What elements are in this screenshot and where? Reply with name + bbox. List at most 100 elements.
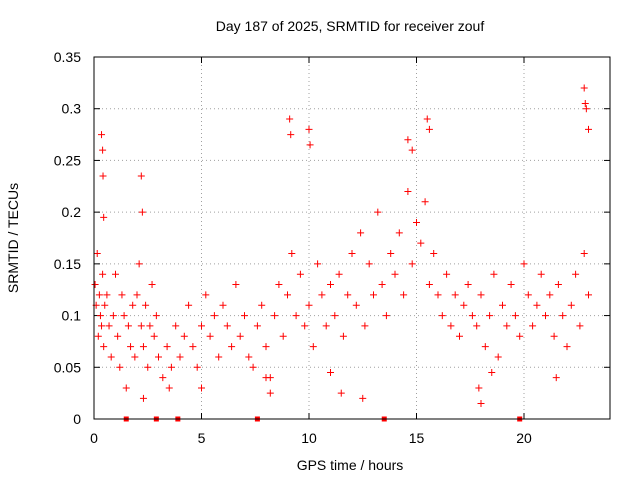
data-point bbox=[223, 322, 231, 330]
data-point bbox=[359, 394, 367, 402]
chart-title: Day 187 of 2025, SRMTID for receiver zou… bbox=[216, 18, 485, 34]
x-tick-label: 15 bbox=[409, 430, 425, 446]
data-point bbox=[98, 131, 106, 139]
data-point bbox=[404, 136, 412, 144]
y-tick-label: 0.2 bbox=[62, 204, 82, 220]
data-point bbox=[193, 363, 201, 371]
data-point bbox=[180, 332, 188, 340]
y-tick-label: 0.05 bbox=[54, 359, 81, 375]
data-point bbox=[228, 343, 236, 351]
data-point bbox=[542, 312, 549, 320]
data-point bbox=[434, 291, 442, 299]
data-point bbox=[382, 312, 390, 320]
data-point bbox=[309, 343, 317, 351]
data-point bbox=[114, 332, 122, 340]
data-point bbox=[580, 250, 588, 258]
data-point bbox=[516, 332, 524, 340]
data-point bbox=[101, 301, 109, 309]
data-point bbox=[120, 312, 128, 320]
data-point bbox=[210, 312, 218, 320]
data-point bbox=[245, 353, 253, 361]
data-point bbox=[206, 332, 214, 340]
data-point bbox=[464, 281, 472, 289]
data-point bbox=[430, 250, 438, 258]
data-point bbox=[404, 187, 412, 195]
data-point bbox=[167, 363, 175, 371]
data-point bbox=[475, 384, 483, 392]
data-point bbox=[100, 343, 108, 351]
x-tick-label: 5 bbox=[198, 430, 206, 446]
y-tick-label: 0.35 bbox=[54, 49, 81, 65]
data-point bbox=[337, 389, 345, 397]
data-point bbox=[460, 301, 468, 309]
data-point bbox=[99, 270, 107, 278]
data-point bbox=[99, 146, 107, 154]
data-point bbox=[95, 291, 103, 299]
data-point bbox=[305, 301, 313, 309]
data-point bbox=[163, 343, 171, 351]
grid-layer bbox=[94, 57, 610, 419]
data-point bbox=[503, 322, 511, 330]
data-point bbox=[301, 322, 309, 330]
data-point bbox=[287, 131, 295, 139]
data-point bbox=[554, 281, 562, 289]
data-point bbox=[124, 322, 132, 330]
data-point bbox=[352, 301, 360, 309]
data-point bbox=[395, 229, 403, 237]
data-point bbox=[112, 270, 119, 278]
data-point bbox=[262, 374, 270, 382]
data-point bbox=[477, 399, 485, 407]
data-point bbox=[477, 291, 485, 299]
data-point bbox=[327, 368, 334, 376]
x-tick-label: 20 bbox=[516, 430, 532, 446]
data-point bbox=[122, 384, 130, 392]
data-point bbox=[494, 353, 502, 361]
data-point bbox=[563, 343, 571, 351]
data-point bbox=[286, 115, 294, 123]
y-axis-label: SRMTID / TECUs bbox=[5, 183, 21, 293]
data-point bbox=[275, 281, 283, 289]
data-point bbox=[314, 260, 322, 268]
x-tick-label: 0 bbox=[90, 430, 98, 446]
data-point bbox=[150, 332, 158, 340]
data-point bbox=[100, 213, 108, 221]
data-point bbox=[155, 353, 162, 361]
data-point bbox=[387, 250, 395, 258]
data-point bbox=[456, 332, 463, 340]
data-point bbox=[142, 301, 150, 309]
data-point bbox=[585, 125, 592, 133]
data-point bbox=[98, 322, 106, 330]
y-tick-label: 0.25 bbox=[54, 152, 81, 168]
data-point bbox=[423, 115, 431, 123]
data-point bbox=[378, 281, 386, 289]
data-point bbox=[488, 368, 496, 376]
data-point bbox=[133, 291, 141, 299]
data-point bbox=[279, 332, 287, 340]
data-point bbox=[468, 312, 476, 320]
data-point bbox=[400, 291, 408, 299]
data-point bbox=[139, 394, 147, 402]
data-point bbox=[357, 229, 365, 237]
y-tick-label: 0.1 bbox=[62, 308, 82, 324]
data-points bbox=[91, 84, 592, 422]
data-point bbox=[135, 260, 143, 268]
data-point bbox=[348, 250, 356, 258]
data-point bbox=[241, 312, 248, 320]
data-point bbox=[322, 322, 330, 330]
data-point bbox=[103, 291, 111, 299]
y-tick-label: 0.3 bbox=[62, 101, 82, 117]
data-point bbox=[520, 260, 528, 268]
data-point bbox=[236, 332, 244, 340]
data-point bbox=[524, 291, 532, 299]
data-point bbox=[94, 332, 102, 340]
data-point bbox=[511, 312, 519, 320]
data-point bbox=[391, 270, 399, 278]
data-point bbox=[305, 125, 313, 133]
data-point bbox=[417, 239, 425, 247]
data-point bbox=[137, 322, 145, 330]
data-point bbox=[361, 322, 369, 330]
data-point bbox=[425, 281, 433, 289]
data-point bbox=[127, 343, 135, 351]
data-point bbox=[507, 281, 515, 289]
plot-frame bbox=[93, 56, 611, 420]
